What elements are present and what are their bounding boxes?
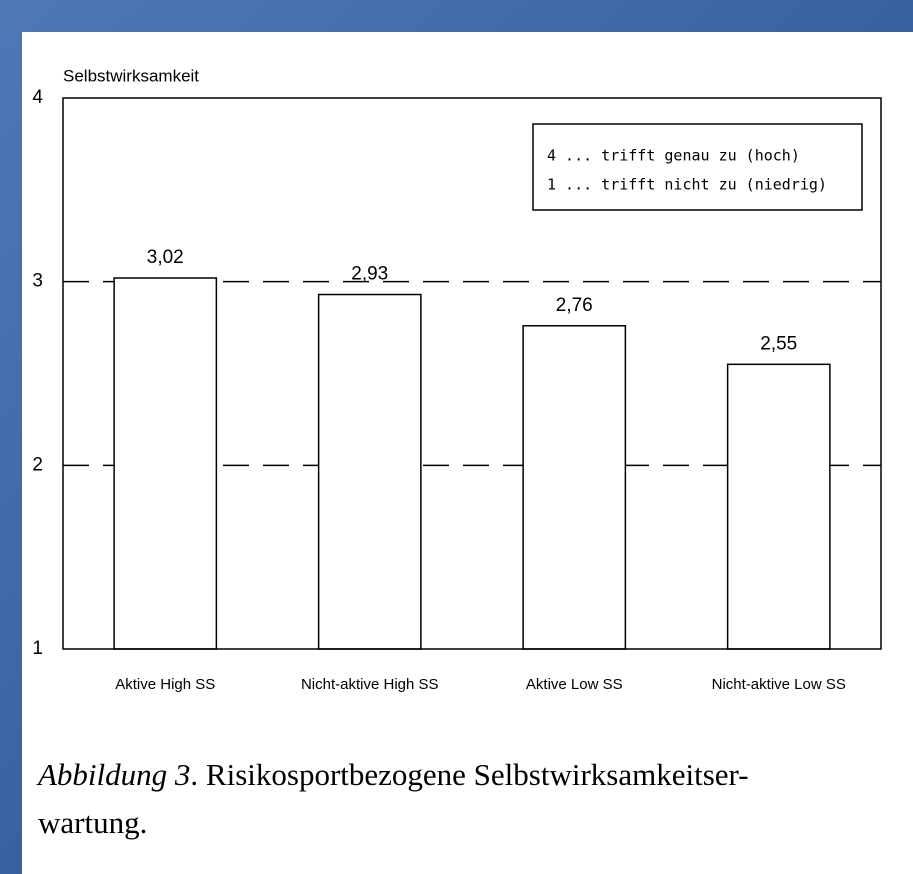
x-tick-label: Aktive High SS	[115, 676, 215, 693]
y-tick-label: 2	[32, 454, 43, 475]
x-tick-label: Nicht-aktive Low SS	[712, 676, 846, 693]
data-label: 2,93	[351, 264, 388, 285]
y-tick-label: 1	[32, 638, 43, 659]
y-axis-label: Selbstwirksamkeit	[63, 66, 199, 85]
x-tick-label: Aktive Low SS	[526, 676, 623, 693]
annotation: 1 ... trifft nicht zu (niedrig)	[547, 176, 827, 194]
bar	[317, 293, 422, 650]
x-tick-label: Nicht-aktive High SS	[301, 676, 439, 693]
y-tick-label: 3	[32, 271, 43, 292]
data-label: 3,02	[147, 247, 184, 268]
data-label: 2,55	[760, 333, 797, 354]
bar	[113, 277, 218, 650]
caption: Abbildung 3. Risikosportbezogene Selbstw…	[36, 757, 749, 792]
caption-label: Abbildung 3	[36, 757, 190, 792]
caption-text: wartung.	[38, 805, 147, 840]
y-tick-label: 4	[32, 87, 43, 108]
data-label: 2,76	[556, 295, 593, 316]
caption-text: . Risikosportbezogene Selbstwirksamkeits…	[190, 757, 748, 792]
plot-frame	[62, 97, 882, 650]
legend-box	[532, 123, 863, 211]
bar	[726, 363, 831, 650]
annotation: 4 ... trifft genau zu (hoch)	[547, 147, 800, 165]
bar	[522, 324, 627, 650]
